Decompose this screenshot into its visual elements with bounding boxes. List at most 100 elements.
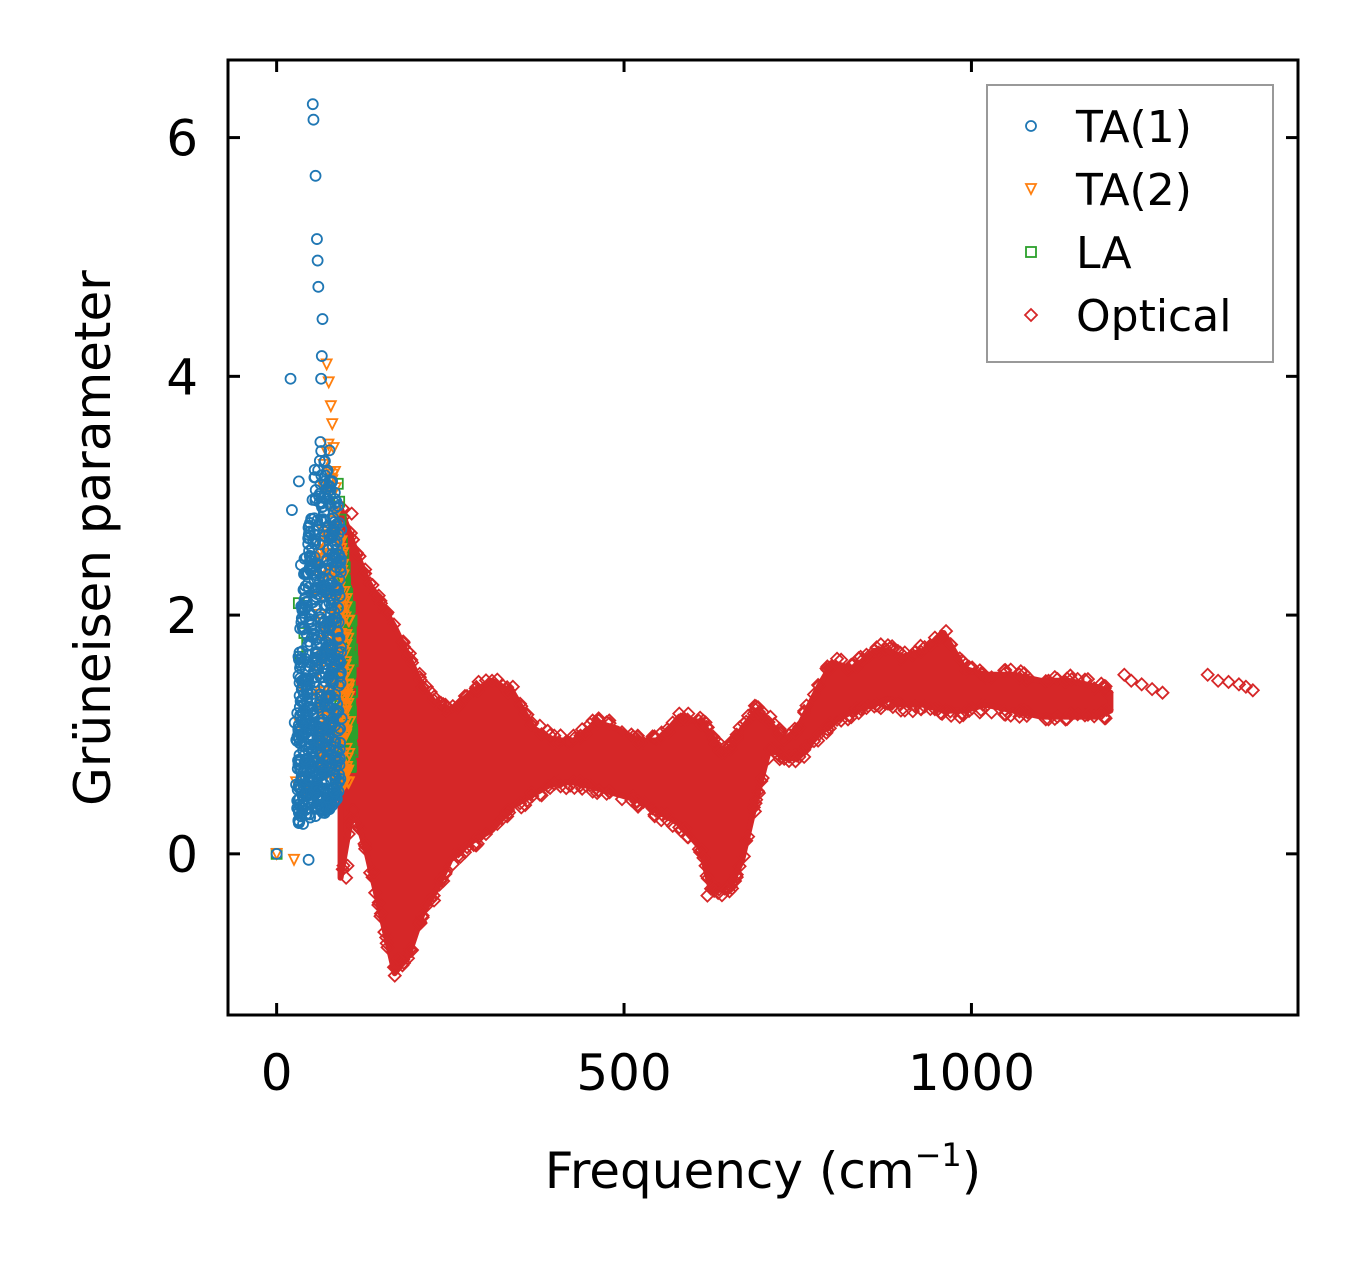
optical-edge-point bbox=[471, 674, 486, 690]
optical-edge-point bbox=[673, 823, 689, 838]
ta1-point bbox=[284, 372, 297, 385]
optical-edge-point bbox=[776, 751, 792, 766]
optical-edge-point bbox=[1077, 708, 1093, 723]
optical-edge-point bbox=[415, 679, 430, 695]
ta1-point bbox=[303, 741, 316, 754]
optical-edge-point bbox=[855, 652, 870, 668]
optical-point bbox=[1155, 685, 1170, 700]
ta1-point bbox=[320, 739, 333, 752]
ta2-point bbox=[342, 614, 356, 628]
ta1-point bbox=[301, 692, 314, 705]
ta1-point bbox=[332, 548, 345, 561]
optical-edge-point bbox=[822, 661, 838, 677]
optical-point bbox=[1134, 677, 1149, 692]
optical-edge-point bbox=[746, 800, 762, 815]
ta2-point bbox=[334, 686, 348, 700]
optical-edge-point bbox=[943, 704, 958, 719]
ta1-point bbox=[327, 549, 340, 562]
ta2-point bbox=[287, 853, 301, 867]
optical-edge-point bbox=[357, 562, 373, 577]
optical-edge-point bbox=[884, 696, 900, 711]
optical-edge-point bbox=[923, 637, 938, 653]
optical-edge-point bbox=[943, 637, 959, 652]
optical-point bbox=[388, 959, 404, 975]
optical-edge-point bbox=[772, 745, 788, 761]
optical-edge-point bbox=[952, 651, 968, 666]
optical-point bbox=[366, 864, 382, 880]
x-axis: 0 500 1000 bbox=[261, 60, 1035, 1102]
ta1-point bbox=[326, 640, 338, 653]
optical-edge-point bbox=[566, 774, 581, 790]
x-axis-label-suffix: ) bbox=[962, 1142, 982, 1200]
ta1-point bbox=[321, 707, 334, 720]
ta2-point bbox=[322, 376, 336, 390]
ta1-point bbox=[330, 495, 343, 508]
ta1-point bbox=[333, 631, 346, 644]
optical-edge-point bbox=[636, 735, 651, 751]
ta1-point bbox=[298, 800, 311, 812]
optical-edge-point bbox=[952, 709, 968, 725]
optical-edge-point bbox=[680, 829, 696, 845]
ta1-point bbox=[322, 573, 334, 586]
optical-edge-point bbox=[822, 720, 838, 736]
optical-edge-point bbox=[913, 644, 929, 660]
optical-edge-point bbox=[350, 815, 365, 831]
optical-edge-point bbox=[729, 867, 744, 882]
ta1-point bbox=[305, 704, 318, 717]
optical-edge-point bbox=[341, 826, 357, 842]
optical-edge-point bbox=[787, 748, 803, 763]
optical-edge-point bbox=[573, 778, 588, 793]
optical-edge-point bbox=[978, 699, 993, 714]
optical-point bbox=[1245, 683, 1261, 698]
ta1-point bbox=[310, 557, 323, 570]
ta1-point bbox=[316, 721, 329, 734]
optical-edge-point bbox=[371, 895, 386, 910]
optical-point bbox=[1238, 679, 1254, 694]
optical-edge-point bbox=[806, 687, 822, 702]
optical-edge-point bbox=[434, 700, 449, 715]
optical-edge-point bbox=[706, 732, 722, 747]
ta1-point bbox=[288, 716, 301, 729]
optical-edge-point bbox=[1016, 665, 1032, 681]
optical-edge-point bbox=[799, 698, 814, 713]
legend-label-la: LA bbox=[1076, 228, 1132, 279]
optical-edge-point bbox=[562, 778, 578, 793]
ta1-point bbox=[328, 786, 341, 798]
optical-edge-point bbox=[396, 955, 411, 970]
optical-edge-point bbox=[591, 713, 606, 728]
optical-edge-point bbox=[367, 588, 383, 603]
optical-edge-point bbox=[451, 698, 466, 713]
ta2-point bbox=[327, 442, 341, 455]
y-axis: 0 2 4 6 bbox=[166, 110, 1298, 884]
optical-edge-point bbox=[873, 637, 889, 652]
plot-area bbox=[270, 98, 1261, 983]
optical-edge-point bbox=[787, 721, 803, 737]
optical-edge-point bbox=[357, 566, 372, 582]
optical-point bbox=[1200, 667, 1215, 683]
x-axis-label-main: Frequency (cm bbox=[545, 1142, 915, 1200]
optical-edge-point bbox=[654, 725, 669, 740]
ta1-point bbox=[312, 280, 325, 293]
optical-edge-point bbox=[755, 704, 770, 720]
optical-edge-point bbox=[514, 800, 529, 815]
optical-edge-point bbox=[362, 865, 378, 881]
optical-edge-point bbox=[923, 701, 938, 717]
ta1-point bbox=[302, 853, 315, 866]
y-tick-label: 6 bbox=[166, 110, 198, 168]
ta1-point bbox=[308, 471, 321, 484]
series-ta1 bbox=[270, 98, 348, 866]
optical-edge-point bbox=[469, 679, 484, 695]
optical-edge-point bbox=[433, 695, 449, 711]
ta1-point bbox=[314, 478, 327, 491]
optical-edge-point bbox=[1059, 711, 1075, 727]
optical-point bbox=[719, 882, 735, 897]
ta1-point bbox=[305, 747, 318, 760]
ta1-point bbox=[309, 535, 322, 547]
optical-edge-point bbox=[402, 942, 418, 957]
optical-edge-point bbox=[591, 784, 606, 799]
y-tick-label: 0 bbox=[166, 826, 198, 884]
ta1-point bbox=[303, 724, 316, 737]
optical-edge-point bbox=[532, 718, 548, 734]
legend-marker-ta1 bbox=[1025, 120, 1037, 132]
y-tick-label: 4 bbox=[166, 348, 198, 406]
